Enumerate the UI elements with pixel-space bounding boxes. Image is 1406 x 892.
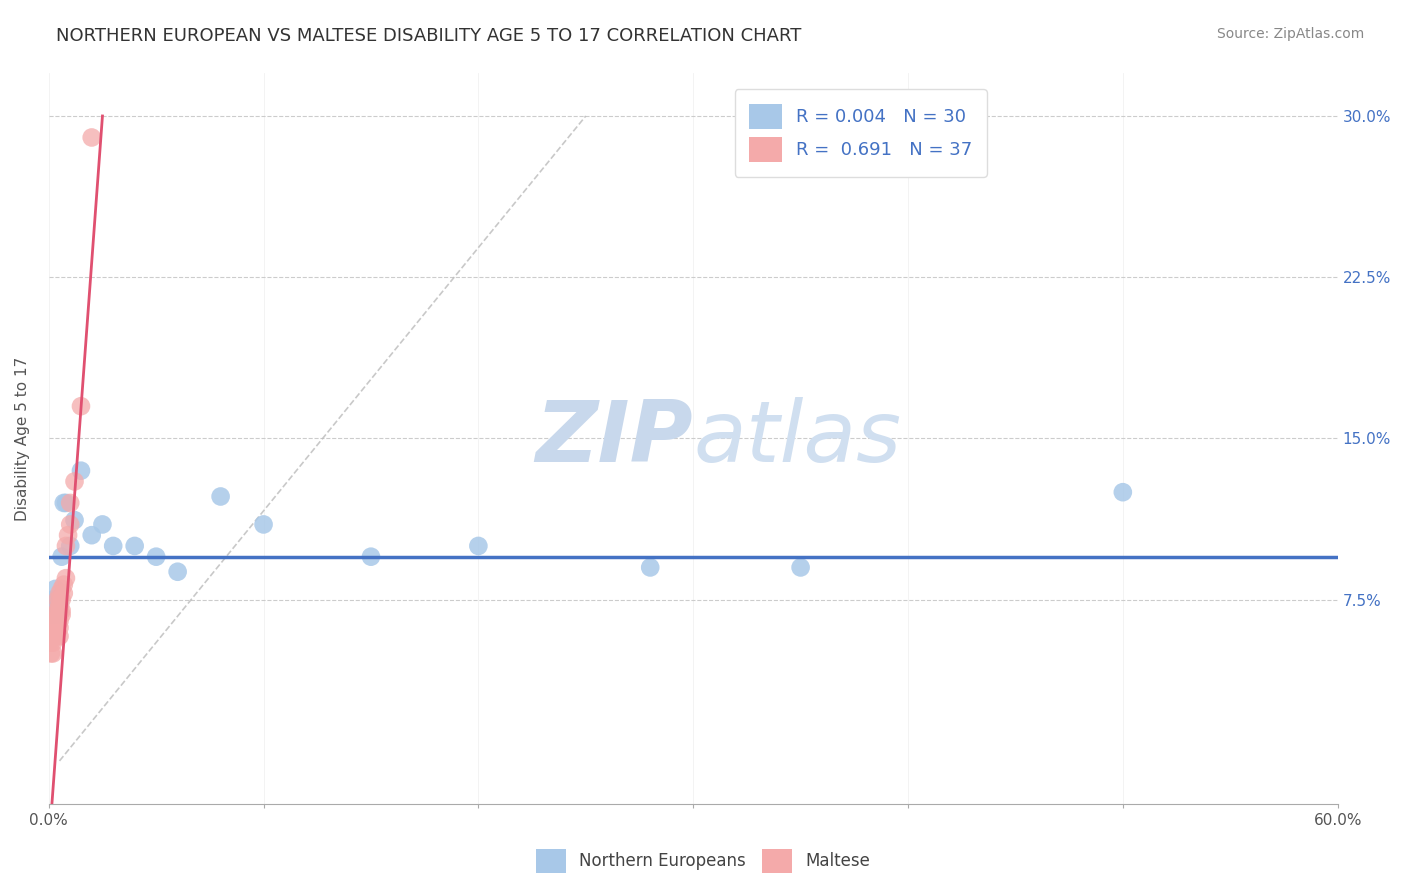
Point [44, 603, 66, 617]
Point [103, 539, 125, 553]
Point [39, 629, 62, 643]
Point [48, 621, 70, 635]
Point [44, 629, 66, 643]
Point [56, 528, 79, 542]
Point [52, 586, 75, 600]
Point [80, 528, 103, 542]
Point [63, 475, 86, 489]
Point [48, 629, 70, 643]
Legend: Northern Europeans, Maltese: Northern Europeans, Maltese [529, 842, 877, 880]
Point [52, 577, 75, 591]
Point [70, 464, 93, 478]
Point [467, 539, 489, 553]
Point [1112, 485, 1135, 500]
Text: NORTHERN EUROPEAN VS MALTESE DISABILITY AGE 5 TO 17 CORRELATION CHART: NORTHERN EUROPEAN VS MALTESE DISABILITY … [56, 27, 801, 45]
Point [46, 614, 69, 628]
Point [39, 647, 62, 661]
Point [48, 599, 70, 614]
Point [48, 603, 70, 617]
Point [209, 490, 232, 504]
Point [166, 565, 188, 579]
Point [63, 513, 86, 527]
Point [145, 549, 167, 564]
Point [91, 517, 114, 532]
Point [638, 560, 661, 574]
Y-axis label: Disability Age 5 to 17: Disability Age 5 to 17 [15, 356, 30, 521]
Point [51, 607, 73, 622]
Point [42, 647, 65, 661]
Point [48, 599, 70, 614]
Point [789, 560, 811, 574]
Point [46, 592, 69, 607]
Point [59, 539, 82, 553]
Text: Source: ZipAtlas.com: Source: ZipAtlas.com [1216, 27, 1364, 41]
Point [39, 635, 62, 649]
Point [48, 614, 70, 628]
Point [46, 592, 69, 607]
Point [48, 597, 70, 611]
Point [51, 549, 73, 564]
Point [46, 624, 69, 639]
Point [44, 614, 66, 628]
Point [51, 592, 73, 607]
Point [42, 635, 65, 649]
Point [44, 621, 66, 635]
Point [48, 586, 70, 600]
Point [44, 607, 66, 622]
Point [252, 517, 274, 532]
Point [44, 607, 66, 622]
Point [51, 603, 73, 617]
Point [46, 607, 69, 622]
Point [39, 599, 62, 614]
Point [55, 571, 77, 585]
Point [70, 399, 93, 413]
Point [59, 496, 82, 510]
Point [46, 603, 69, 617]
Legend: R = 0.004   N = 30, R =  0.691   N = 37: R = 0.004 N = 30, R = 0.691 N = 37 [735, 89, 987, 177]
Point [42, 607, 65, 622]
Point [52, 496, 75, 510]
Point [360, 549, 382, 564]
Point [48, 607, 70, 622]
Point [80, 130, 103, 145]
Point [48, 592, 70, 607]
Point [42, 592, 65, 607]
Text: atlas: atlas [693, 397, 901, 480]
Point [55, 496, 77, 510]
Point [42, 614, 65, 628]
Text: ZIP: ZIP [536, 397, 693, 480]
Point [44, 582, 66, 596]
Point [42, 624, 65, 639]
Point [124, 539, 146, 553]
Point [39, 597, 62, 611]
Point [55, 539, 77, 553]
Point [59, 517, 82, 532]
Point [51, 582, 73, 596]
